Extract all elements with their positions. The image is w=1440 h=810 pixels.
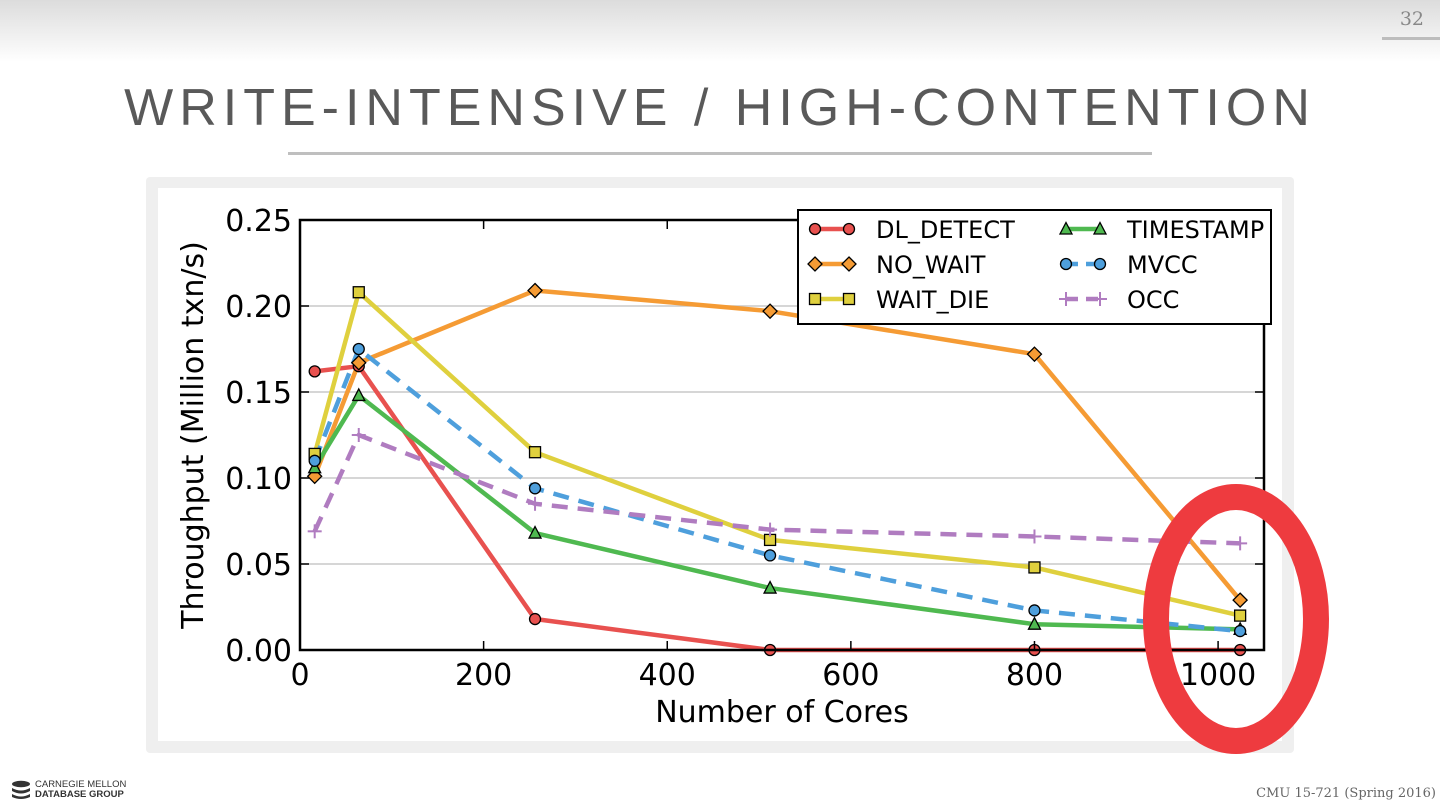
legend-marker [807,256,823,272]
data-point-no_wait [1026,346,1043,363]
x-tick-label: 400 [639,658,696,693]
database-icon [12,780,30,799]
x-tick-label: 800 [1006,658,1063,693]
series-lines [312,288,1242,653]
legend: DL_DETECT NO_WAIT WAIT_DIE TIMESTAMP MVCC OCC [797,209,1272,325]
y-tick-label: 0.10 [225,462,292,497]
data-point-dl_detect [528,612,542,626]
data-point-no_wait [350,354,367,371]
data-point-timestamp [351,387,366,402]
y-axis-label: Throughput (Million txn/s) [176,241,211,630]
legend-label: MVCC [1127,251,1198,279]
highlight-ellipse [1143,484,1329,754]
y-tick-label: 0.00 [225,634,292,669]
data-point-occ [1233,536,1248,551]
grid-lines [300,305,1264,565]
data-point-occ [1027,529,1042,544]
x-tick-label: 0 [290,658,309,693]
data-point-timestamp [527,525,543,539]
y-tick-label: 0.15 [225,376,292,411]
data-point-no_wait [762,303,778,320]
data-point-mvcc [763,549,777,562]
x-tick-label: 1000 [1180,658,1256,693]
legend-label: TIMESTAMP [1126,216,1264,244]
x-tick-label: 200 [455,658,512,693]
data-point-no_wait [1232,592,1249,609]
series-markers [306,282,1249,657]
legend-marker [842,292,856,306]
data-point-dl_detect [308,365,321,378]
series-line-timestamp [312,393,1241,632]
series-line-wait_die [312,289,1241,618]
y-tick-label: 0.05 [225,548,292,583]
slide-number-underline [1382,37,1440,40]
series-line-occ [312,432,1241,546]
data-point-occ [763,522,778,537]
legend-marker [808,222,822,236]
series-line-mvcc [312,346,1241,634]
data-point-wait_die [1028,561,1041,574]
course-footer: CMU 15-721 (Spring 2016) [1256,786,1436,801]
data-point-mvcc [1028,604,1041,617]
title-underline [288,152,1152,155]
legend-label: NO_WAIT [876,251,986,279]
legend-marker [1059,257,1073,271]
series-line-no_wait [312,288,1242,602]
legend-marker [1093,257,1107,271]
legend-label: OCC [1127,286,1179,314]
cmu-db-logo: CARNEGIE MELLON DATABASE GROUP [10,780,126,800]
logo-line-2: DATABASE GROUP [35,789,124,800]
legend-label: WAIT_DIE [876,286,989,314]
plot-area-border [298,218,1266,652]
data-point-wait_die [352,286,365,299]
data-point-timestamp [762,580,778,594]
logo-line-1: CARNEGIE MELLON [35,779,127,790]
data-point-mvcc [308,454,321,467]
data-point-mvcc [352,342,365,356]
legend-marker [808,292,822,306]
legend-marker [1093,292,1107,306]
y-tick-labels: 0.00 0.05 0.10 0.15 0.20 0.25 [225,204,292,669]
y-tick-label: 0.25 [225,204,292,239]
x-tick-label: 600 [822,658,879,693]
data-point-mvcc [528,482,542,495]
data-point-occ [528,496,543,511]
data-point-no_wait [527,282,543,299]
x-tick-labels: 0 200 400 600 800 1000 [290,658,1256,693]
y-tick-label: 0.20 [225,290,292,325]
x-axis-label: Number of Cores [655,695,909,730]
data-point-occ [307,524,322,539]
slide-number: 32 [1399,8,1424,30]
legend-marker [1058,221,1074,235]
legend-marker [841,256,857,272]
legend-marker [1092,221,1108,235]
slide-header-bar [0,0,1440,62]
data-point-wait_die [528,446,542,459]
legend-marker [842,222,856,236]
legend-label: DL_DETECT [876,216,1015,244]
series-line-dl_detect [314,363,1241,653]
legend-box [797,209,1272,325]
data-point-timestamp [1027,616,1042,630]
slide-title: WRITE-INTENSIVE / HIGH-CONTENTION [124,79,1316,137]
data-point-occ [351,428,366,442]
data-point-mvcc [1233,624,1247,638]
legend-marker [1059,292,1073,306]
data-point-wait_die [1233,609,1247,622]
